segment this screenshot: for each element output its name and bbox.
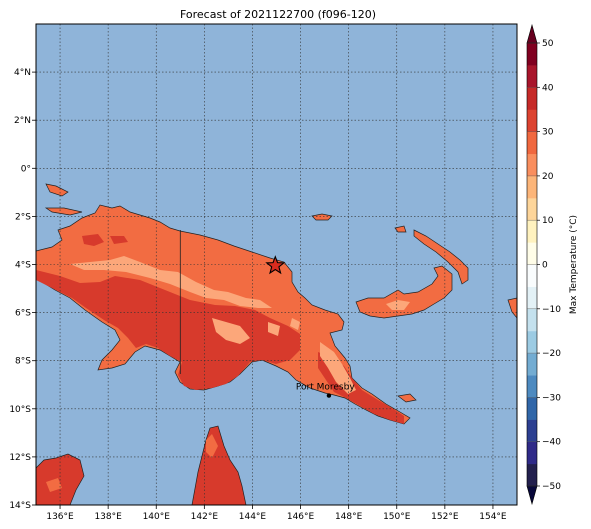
colorbar: 50 40 30 20 10 0 −10 −20 −30 −40 −50 Max Temperatur…: [526, 23, 579, 506]
lon-tick-label: 146°E: [287, 512, 315, 522]
colorbar-tick-label: −30: [542, 393, 561, 403]
lat-tick-label: 10°S: [9, 405, 31, 415]
lat-tick-label: 4°N: [14, 68, 31, 78]
bougainville-island: [507, 297, 517, 319]
colorbar-segment: [527, 330, 537, 354]
colorbar-segment: [527, 264, 537, 287]
dentrecasteaux-islands: [397, 393, 417, 403]
lat-tick-label: 4°S: [15, 261, 31, 271]
lat-tick-label: 2°S: [15, 212, 31, 222]
cape-york: [191, 425, 247, 505]
colorbar-segment: [527, 463, 537, 487]
colorbar-segment: [527, 87, 537, 110]
lat-tick-label: 12°S: [9, 453, 31, 463]
arnhem-land-contour: [46, 478, 62, 492]
latitude-ticks: 4°N 2°N 0° 2°S 4°S 6°S 8°S 10°S 12°S 14°S: [9, 68, 36, 511]
map-panel[interactable]: 136°E 138°E 140°E 142°E 144°E 146°E 148°E 150°E…: [9, 23, 518, 522]
lat-tick-label: 8°S: [15, 357, 31, 367]
colorbar-extend-min: [526, 485, 538, 506]
lon-tick-label: 154°E: [479, 512, 507, 522]
colorbar-tick-label: 0: [542, 261, 548, 271]
colorbar-segment: [527, 131, 537, 155]
colorbar-tick-label: −50: [542, 482, 561, 492]
temp-contour-20-d: [290, 318, 300, 330]
colorbar-tick-label: 50: [542, 39, 554, 49]
lat-tick-label: 2°N: [14, 116, 31, 126]
temp-contour-20: [70, 256, 272, 308]
temp-contour-20-e: [268, 322, 280, 336]
markers: Port Moresby: [265, 255, 355, 398]
small-island-c: [44, 207, 83, 216]
place-dot: [326, 393, 332, 398]
colorbar-segment: [527, 353, 537, 376]
lon-tick-label: 142°E: [191, 512, 219, 522]
temp-contour-30-west: [82, 234, 104, 246]
colorbar-tick-label: −40: [542, 438, 561, 448]
colorbar-segment: [527, 308, 537, 332]
small-island-b: [45, 183, 69, 197]
colorbar-tick-label: 10: [542, 216, 554, 226]
colorbar-segment: [527, 153, 537, 177]
lon-tick-label: 140°E: [143, 512, 171, 522]
lon-tick-label: 136°E: [46, 512, 74, 522]
colorbar-segment: [527, 286, 537, 310]
colorbar-tick-label: 20: [542, 172, 554, 182]
place-label: Port Moresby: [296, 383, 355, 393]
temp-contour-30: [36, 270, 300, 390]
temp-contour-30-nw: [110, 236, 128, 244]
colorbar-tick-label: −10: [542, 305, 561, 315]
colorbar-tick-label: 40: [542, 83, 554, 93]
colorbar-segment: [527, 220, 537, 243]
colorbar-tick-label: −20: [542, 349, 561, 359]
colorbar-segment: [527, 109, 537, 132]
lon-tick-label: 144°E: [239, 512, 267, 522]
colorbar-extend-max: [526, 23, 538, 44]
colorbar-segment: [527, 419, 537, 442]
colorbar-segment: [527, 43, 537, 66]
lon-tick-label: 150°E: [383, 512, 411, 522]
longitude-ticks: 136°E 138°E 140°E 142°E 144°E 146°E 148°E 150°E…: [46, 505, 507, 522]
colorbar-segment: [527, 198, 537, 221]
lon-tick-label: 148°E: [335, 512, 363, 522]
temp-contour-20-b: [212, 318, 250, 344]
temp-contour-20-c: [320, 342, 356, 394]
manus-island: [311, 213, 333, 221]
new-ireland-island: [413, 229, 469, 285]
land-layer: [36, 183, 517, 505]
colorbar-segment: [527, 375, 537, 398]
new-britain-contour: [386, 300, 410, 310]
lon-tick-label: 138°E: [94, 512, 122, 522]
star-marker-icon: [265, 255, 286, 275]
colorbar-segment: [527, 65, 537, 88]
colorbar-tick-label: 30: [542, 128, 554, 138]
colorbar-segment: [527, 175, 537, 199]
new-britain-island: [355, 265, 453, 319]
lon-tick-label: 152°E: [431, 512, 459, 522]
colorbar-segment: [527, 397, 537, 420]
colorbar-segment: [527, 441, 537, 465]
cape-york-contour: [206, 434, 218, 458]
colorbar-label: Max Temperature (°C): [569, 215, 579, 314]
lat-tick-label: 14°S: [9, 501, 31, 511]
colorbar-segment: [527, 242, 537, 265]
lat-tick-label: 0°: [21, 164, 31, 174]
lat-tick-label: 6°S: [15, 309, 31, 319]
map-title: Forecast of 2021122700 (f096-120): [179, 8, 377, 21]
